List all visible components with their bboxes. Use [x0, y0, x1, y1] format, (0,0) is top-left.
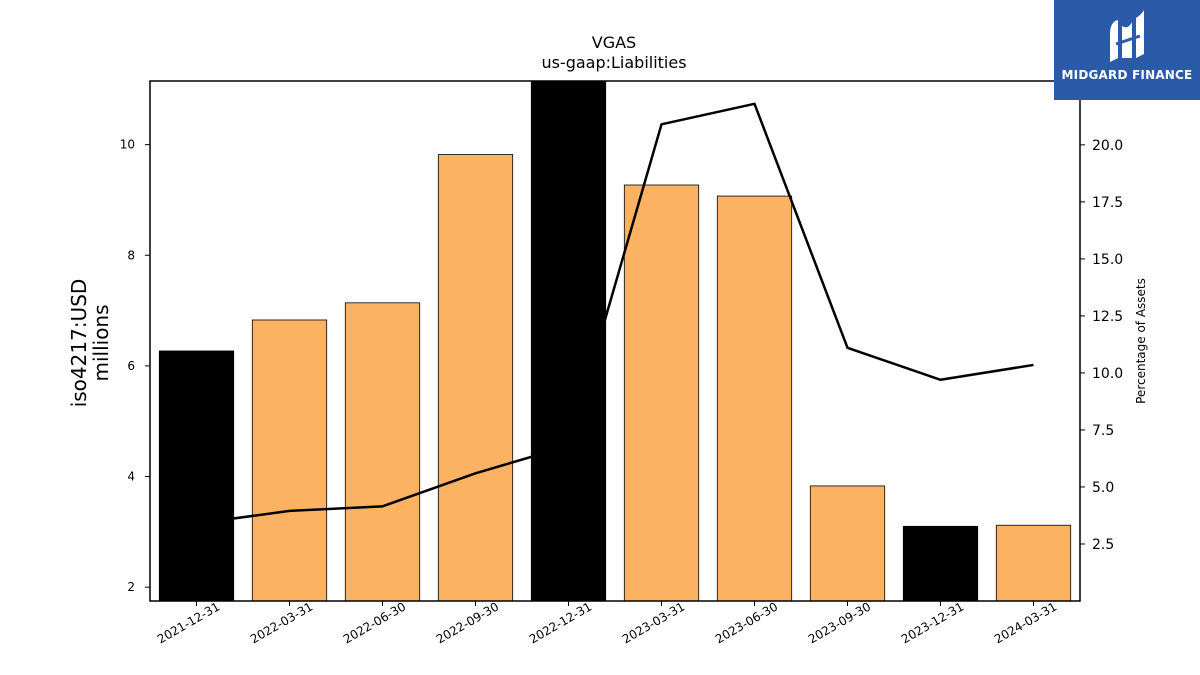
- bar-2022-06-30: [344, 302, 421, 602]
- y-tick-label: 8: [127, 248, 135, 262]
- y-tick-label: 4: [127, 470, 135, 484]
- y2-tick-label: 15.0: [1092, 252, 1123, 268]
- logo-text: MIDGARD FINANCE: [1061, 68, 1193, 82]
- y2-tick-label: 12.5: [1092, 309, 1123, 325]
- x-tick-label: 2024-03-31: [992, 599, 1059, 646]
- midgard-finance-logo: MIDGARD FINANCE: [1054, 0, 1200, 100]
- bar-2023-06-30: [716, 195, 793, 602]
- x-tick-label: 2023-06-30: [713, 599, 780, 646]
- line-group: [196, 102, 1034, 525]
- y2-tick-label: 10.0: [1092, 366, 1123, 382]
- y2-tick-label: 20.0: [1092, 138, 1123, 154]
- bar-2024-03-31: [995, 524, 1072, 602]
- y2-tick-label: 5.0: [1092, 480, 1114, 496]
- bar-2023-09-30: [809, 485, 886, 602]
- x-axis: 2021-12-31 2022-03-31 2022-06-30 2022-09-30…: [155, 599, 1059, 646]
- y2-axis-label: Percentage of Assets: [1134, 278, 1148, 404]
- chart-subtitle: us-gaap:Liabilities: [541, 53, 686, 72]
- chart-title: VGAS: [592, 33, 636, 52]
- y2-tick-label: 17.5: [1092, 195, 1123, 211]
- x-tick-label: 2023-03-31: [620, 599, 687, 646]
- y-tick-label: 10: [120, 138, 135, 152]
- bar-2023-03-31: [623, 184, 700, 602]
- y-tick-label: 2: [127, 580, 135, 594]
- bar-2022-09-30: [437, 154, 514, 602]
- y-axis-label-line2: millions: [89, 304, 113, 381]
- y-tick-label: 6: [127, 359, 135, 373]
- y-axis-right: 2.5 5.0 7.5 10.0 12.5 15.0 17.5 20.0: [1080, 138, 1123, 553]
- x-tick-label: 2022-03-31: [248, 599, 315, 646]
- x-tick-label: 2022-12-31: [527, 599, 594, 646]
- x-tick-label: 2022-09-30: [434, 599, 501, 646]
- bars-group: [158, 80, 1072, 602]
- x-tick-label: 2021-12-31: [155, 599, 222, 646]
- bar-2022-12-31: [530, 80, 607, 602]
- line-percentage-of-assets: [196, 102, 1034, 525]
- x-tick-label: 2023-12-31: [899, 599, 966, 646]
- plot-frame: [149, 80, 1081, 602]
- y-axis-left: 2 4 6 8 10: [120, 138, 150, 594]
- y-axis-label-line1: iso4217:USD: [67, 279, 91, 408]
- bar-2022-03-31: [251, 319, 328, 602]
- y2-tick-label: 7.5: [1092, 423, 1114, 439]
- bar-2021-12-31: [158, 350, 235, 602]
- bar-2023-12-31: [902, 525, 979, 602]
- y2-tick-label: 2.5: [1092, 537, 1114, 553]
- x-tick-label: 2023-09-30: [806, 599, 873, 646]
- midgard-logo-icon: [1110, 10, 1144, 62]
- x-tick-label: 2022-06-30: [341, 599, 408, 646]
